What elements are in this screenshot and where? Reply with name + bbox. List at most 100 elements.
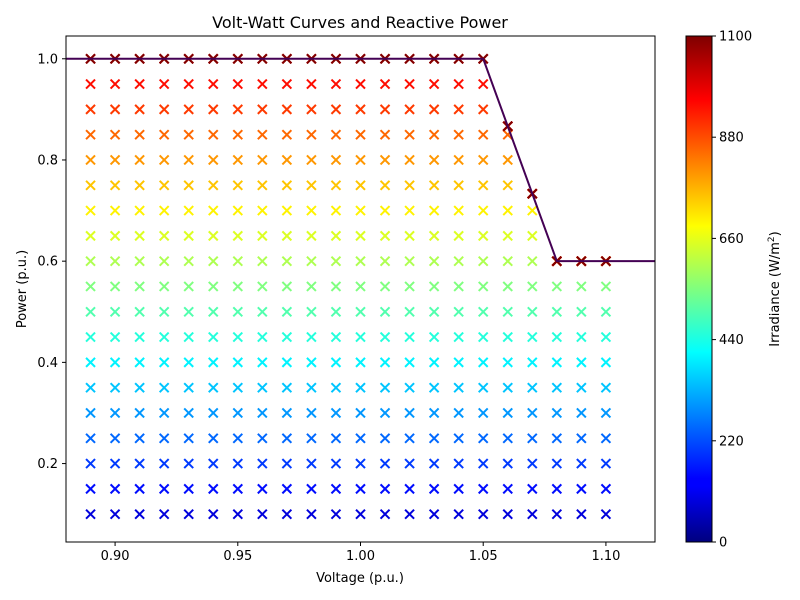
data-point bbox=[551, 483, 563, 495]
data-point bbox=[134, 458, 145, 469]
data-point bbox=[158, 357, 170, 368]
data-point bbox=[404, 508, 415, 520]
data-point bbox=[183, 281, 194, 292]
data-point bbox=[576, 407, 587, 419]
data-point bbox=[478, 129, 489, 140]
data-point bbox=[183, 382, 194, 393]
data-point bbox=[306, 508, 317, 520]
y-tick-label: 0.6 bbox=[37, 255, 58, 270]
data-point bbox=[109, 483, 121, 495]
data-point bbox=[306, 433, 317, 444]
data-point bbox=[183, 483, 194, 495]
data-point bbox=[281, 508, 293, 520]
data-point bbox=[257, 382, 268, 393]
data-point bbox=[208, 230, 219, 242]
data-point bbox=[453, 154, 464, 166]
data-point bbox=[330, 104, 342, 115]
data-point bbox=[379, 78, 391, 90]
data-point bbox=[379, 407, 391, 419]
data-point bbox=[109, 433, 121, 444]
data-point bbox=[232, 508, 243, 520]
data-point bbox=[85, 407, 96, 419]
data-point bbox=[109, 458, 121, 469]
data-point bbox=[85, 306, 96, 317]
data-point bbox=[109, 129, 121, 140]
data-point bbox=[109, 306, 121, 317]
data-point bbox=[306, 78, 317, 90]
scatter-marks bbox=[85, 53, 612, 520]
data-point bbox=[85, 331, 96, 343]
data-point bbox=[404, 154, 415, 166]
data-point bbox=[281, 433, 293, 444]
data-point bbox=[109, 230, 121, 242]
data-point bbox=[232, 306, 243, 317]
data-point bbox=[330, 433, 342, 444]
data-point bbox=[232, 433, 243, 444]
data-point bbox=[478, 205, 489, 216]
data-point bbox=[379, 331, 391, 343]
data-point bbox=[478, 458, 489, 469]
data-point bbox=[257, 508, 268, 520]
data-point bbox=[404, 78, 415, 90]
data-point bbox=[404, 458, 415, 469]
colorbar-tick-label: 880 bbox=[719, 131, 744, 146]
data-point bbox=[306, 205, 317, 216]
data-point bbox=[478, 180, 489, 191]
data-point bbox=[109, 357, 121, 368]
data-point bbox=[355, 104, 366, 115]
data-point bbox=[404, 357, 415, 368]
data-point bbox=[330, 78, 342, 90]
data-point bbox=[208, 331, 219, 343]
data-point bbox=[453, 78, 464, 90]
y-tick-label: 0.8 bbox=[37, 153, 58, 168]
data-point bbox=[330, 129, 342, 140]
data-point bbox=[306, 306, 317, 317]
data-point bbox=[85, 205, 96, 216]
data-point bbox=[453, 255, 464, 267]
data-point bbox=[527, 433, 538, 444]
data-point bbox=[257, 433, 268, 444]
data-point bbox=[453, 281, 464, 292]
data-point bbox=[232, 357, 243, 368]
data-point bbox=[158, 433, 170, 444]
data-point bbox=[551, 281, 563, 292]
data-point bbox=[183, 104, 194, 115]
data-point bbox=[109, 180, 121, 191]
data-point bbox=[85, 154, 96, 166]
data-point bbox=[428, 483, 440, 495]
data-point bbox=[502, 483, 513, 495]
data-point bbox=[330, 458, 342, 469]
data-point bbox=[453, 357, 464, 368]
data-point bbox=[355, 458, 366, 469]
data-point bbox=[428, 458, 440, 469]
data-point bbox=[257, 331, 268, 343]
data-point bbox=[527, 205, 538, 216]
data-point bbox=[600, 433, 612, 444]
data-point bbox=[453, 180, 464, 191]
data-point bbox=[183, 407, 194, 419]
data-point bbox=[600, 407, 612, 419]
data-point bbox=[478, 104, 489, 115]
data-point bbox=[183, 255, 194, 267]
data-point bbox=[453, 483, 464, 495]
data-point bbox=[208, 129, 219, 140]
data-point bbox=[281, 129, 293, 140]
data-point bbox=[208, 180, 219, 191]
data-point bbox=[355, 306, 366, 317]
data-point bbox=[232, 382, 243, 393]
data-point bbox=[134, 104, 145, 115]
data-point bbox=[158, 230, 170, 242]
data-point bbox=[551, 407, 563, 419]
data-point bbox=[330, 255, 342, 267]
data-point bbox=[109, 407, 121, 419]
data-point bbox=[232, 407, 243, 419]
data-point bbox=[109, 508, 121, 520]
data-point bbox=[109, 331, 121, 343]
data-point bbox=[208, 483, 219, 495]
data-point bbox=[355, 331, 366, 343]
data-point bbox=[379, 433, 391, 444]
data-point bbox=[453, 407, 464, 419]
data-point bbox=[158, 508, 170, 520]
data-point bbox=[134, 508, 145, 520]
data-point bbox=[355, 407, 366, 419]
